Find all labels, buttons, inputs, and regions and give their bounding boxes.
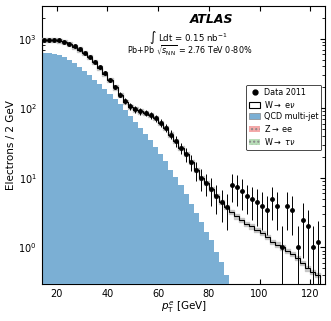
Y-axis label: Electrons / 2 GeV: Electrons / 2 GeV (6, 100, 16, 190)
X-axis label: $p_\mathrm{T}^{e}$ [GeV]: $p_\mathrm{T}^{e}$ [GeV] (161, 300, 207, 316)
Text: $\int$ Ldt = 0.15 nb$^{-1}$: $\int$ Ldt = 0.15 nb$^{-1}$ (150, 29, 228, 46)
Legend: Data 2011, W$\rightarrow$ e$\nu$, QCD multi-jet, Z$\rightarrow$ ee, W$\rightarro: Data 2011, W$\rightarrow$ e$\nu$, QCD mu… (246, 85, 321, 150)
Text: Pb+Pb $\sqrt{s_\mathrm{NN}}$ = 2.76 TeV 0-80%: Pb+Pb $\sqrt{s_\mathrm{NN}}$ = 2.76 TeV … (127, 44, 252, 57)
Text: ATLAS: ATLAS (190, 13, 234, 25)
